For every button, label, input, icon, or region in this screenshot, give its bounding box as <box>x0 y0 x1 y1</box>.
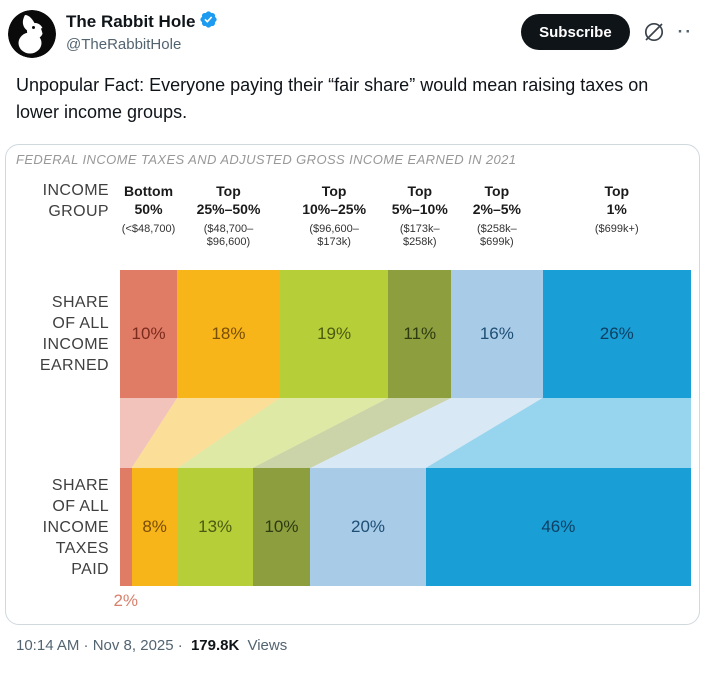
income-earned-bar: 10% 18% 19% 11% 16% 26% <box>120 270 691 398</box>
income-group-col-2: Top 10%–25% ($96,600– $173k) <box>302 182 366 249</box>
taxes-paid-segment-3: 10% <box>252 468 311 586</box>
more-options-icon[interactable]: ·· <box>677 22 693 41</box>
income-earned-value-label: 10% <box>131 324 166 343</box>
income-group-col-0: Bottom 50% (<$48,700) <box>122 182 176 236</box>
group-range-label: ($258k– $699k) <box>476 223 517 248</box>
taxes-paid-bar: 8% 13% 10% 20% 46% <box>120 468 691 586</box>
income-group-col-1: Top 25%–50% ($48,700– $96,600) <box>197 182 261 249</box>
grok-icon[interactable] <box>642 20 666 44</box>
tweet-text: Unpopular Fact: Everyone paying their “f… <box>16 75 649 122</box>
income-earned-row-label: SHARE OF ALL INCOME EARNED <box>39 294 109 374</box>
taxes-paid-value-label: 10% <box>264 517 299 536</box>
income-earned-segment-1: 18% <box>177 270 280 398</box>
income-group-header-row: INCOME GROUP Bottom 50% (<$48,700) Top 25%… <box>14 180 691 270</box>
income-earned-value-label: 26% <box>599 324 634 343</box>
flow-band-1 <box>131 398 280 468</box>
chart-image-card[interactable]: FEDERAL INCOME TAXES AND ADJUSTED GROSS … <box>5 144 700 625</box>
taxes-paid-value-label: 13% <box>198 517 233 536</box>
income-earned-segment-5: 26% <box>542 270 691 398</box>
group-label: Top 1% <box>604 183 630 217</box>
taxes-paid-row: SHARE OF ALL INCOME TAXES PAID 8% 13% 10% 2… <box>14 468 691 586</box>
group-range-label: ($96,600– $173k) <box>309 223 359 248</box>
income-group-row-label: INCOME GROUP <box>42 182 109 220</box>
income-earned-segment-0: 10% <box>120 270 178 398</box>
chart-title: FEDERAL INCOME TAXES AND ADJUSTED GROSS … <box>16 152 517 167</box>
taxes-paid-segment-4: 20% <box>310 468 426 586</box>
income-earned-segment-2: 19% <box>279 270 389 398</box>
group-label: Top 5%–10% <box>391 183 448 217</box>
timestamp[interactable]: 10:14 AM · Nov 8, 2025 · <box>16 637 183 654</box>
avatar[interactable] <box>8 10 56 58</box>
views-count: 179.8K <box>190 637 240 654</box>
bottom-50-taxes-value-label: 2% <box>113 591 139 610</box>
group-range-label: (<$48,700) <box>121 223 176 235</box>
flow-band-4 <box>310 398 543 468</box>
tweet-meta: 10:14 AM · Nov 8, 2025 · 179.8K Views <box>0 625 705 654</box>
outside-label-row: 2% <box>14 586 691 616</box>
income-group-columns: Bottom 50% (<$48,700) Top 25%–50% ($48,700–… <box>120 180 691 270</box>
group-label: Top 2%–5% <box>472 183 521 217</box>
group-range-label: ($699k+) <box>594 223 639 235</box>
taxes-paid-row-label: SHARE OF ALL INCOME TAXES PAID <box>42 476 109 578</box>
group-range-label: ($48,700– $96,600) <box>203 223 254 248</box>
income-earned-value-label: 16% <box>479 324 514 343</box>
income-earned-segment-3: 11% <box>388 270 452 398</box>
income-group-col-4: Top 2%–5% ($258k– $699k) <box>473 182 521 249</box>
income-earned-value-label: 18% <box>211 324 246 343</box>
user-handle[interactable]: @TheRabbitHole <box>66 36 182 53</box>
flow-row <box>14 398 691 468</box>
verified-badge-icon <box>199 10 218 34</box>
group-range-label: ($173k– $258k) <box>399 223 440 248</box>
group-label: Bottom 50% <box>124 183 174 217</box>
group-label: Top 25%–50% <box>196 183 261 217</box>
flow-band-0 <box>120 398 178 468</box>
flow-area <box>120 398 691 468</box>
flow-band-5 <box>425 398 691 468</box>
taxes-paid-value-label: 46% <box>541 517 576 536</box>
taxes-paid-segment-2: 13% <box>177 468 253 586</box>
income-group-col-5: Top 1% ($699k+) <box>595 182 639 236</box>
income-earned-value-label: 11% <box>403 324 437 343</box>
income-earned-value-label: 19% <box>317 324 352 343</box>
display-name[interactable]: The Rabbit Hole <box>66 12 196 31</box>
identity-block: The Rabbit Hole @TheRabbitHole <box>66 10 521 53</box>
header-actions: Subscribe ·· <box>521 14 693 50</box>
flow-band-2 <box>177 398 389 468</box>
subscribe-button[interactable]: Subscribe <box>521 14 630 50</box>
views-label: Views <box>247 637 288 654</box>
taxes-paid-segment-5: 46% <box>425 468 691 586</box>
group-label: Top 10%–25% <box>302 183 367 217</box>
taxes-paid-value-label: 20% <box>350 517 386 536</box>
taxes-paid-value-label: 8% <box>142 517 167 536</box>
flow-band-3 <box>252 398 452 468</box>
income-earned-segment-4: 16% <box>451 270 543 398</box>
tweet-header: The Rabbit Hole @TheRabbitHole Subscribe… <box>0 0 705 58</box>
taxes-paid-segment-1: 8% <box>131 468 178 586</box>
taxes-paid-segment-0 <box>120 468 132 586</box>
income-earned-row: SHARE OF ALL INCOME EARNED 10% 18% 19% 11% 1… <box>14 270 691 398</box>
income-group-col-3: Top 5%–10% ($173k– $258k) <box>392 182 448 249</box>
